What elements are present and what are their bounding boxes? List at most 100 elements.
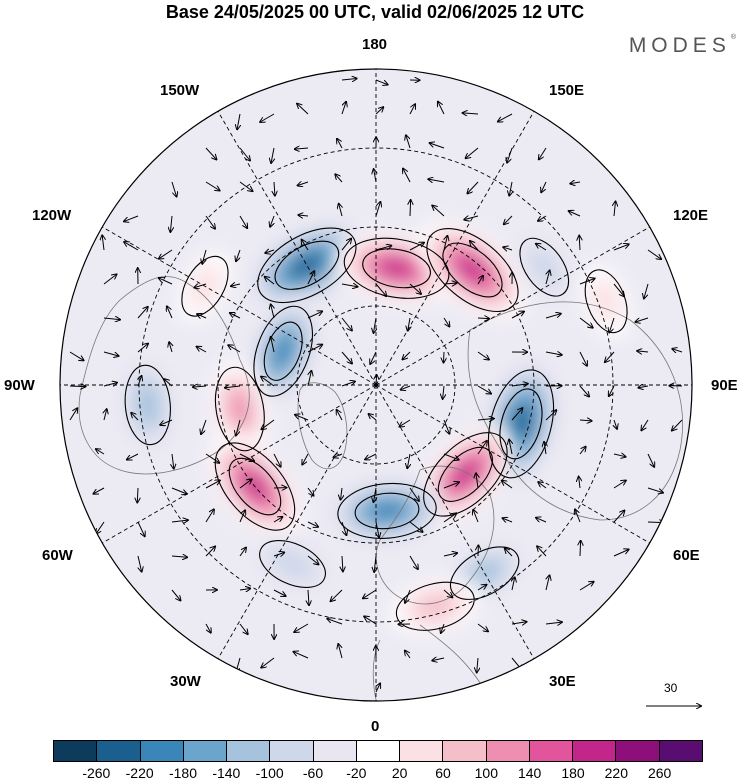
wind-arrow [202, 249, 207, 264]
wind-arrow [137, 344, 148, 353]
wind-arrow [375, 107, 383, 115]
colorbar-swatch [97, 741, 141, 761]
wind-arrow [103, 318, 120, 320]
lon-label-60w: 60W [42, 547, 73, 564]
wind-arrow [443, 385, 444, 399]
wind-arrow [635, 317, 649, 322]
wind-arrow [124, 215, 139, 221]
wind-arrow [239, 215, 247, 228]
wind-arrow [477, 441, 487, 455]
wind-arrow [477, 351, 489, 360]
wind-arrow [443, 419, 449, 434]
wind-arrow [307, 345, 322, 353]
wind-arrow [96, 449, 105, 455]
wind-arrow [443, 553, 457, 556]
wind-arrow [298, 215, 309, 216]
wind-arrow [498, 113, 513, 122]
wind-arrow [376, 521, 379, 537]
wind-arrow [614, 202, 616, 217]
wind-arrow [403, 169, 411, 183]
wind-arrow [409, 487, 419, 501]
wind-arrow [477, 623, 488, 631]
wind-arrow [334, 454, 343, 457]
wind-arrow [443, 453, 459, 460]
logo-text: MODES [628, 34, 731, 57]
contour-line [253, 305, 313, 397]
lon-label-30e: 30E [549, 673, 576, 690]
wind-arrow [137, 307, 148, 319]
wind-arrow [364, 616, 377, 625]
wind-arrow [546, 575, 550, 591]
wind-arrow [536, 244, 547, 251]
wind-arrow [265, 250, 275, 253]
wind-arrow [236, 249, 240, 261]
wind-arrow [271, 337, 274, 353]
wind-arrow [541, 181, 547, 192]
wind-arrow [298, 182, 309, 186]
wind-arrow [342, 555, 343, 571]
wind-arrow [672, 419, 683, 431]
wind-arrow [409, 104, 415, 115]
colorbar-tick-label: -140 [212, 765, 241, 781]
wind-arrow [579, 420, 592, 421]
wind-arrow [570, 182, 581, 184]
wind-arrow [444, 236, 447, 251]
wind-arrow [137, 521, 145, 536]
lon-label-30w: 30W [170, 673, 201, 690]
wind-arrow [409, 555, 418, 569]
anomaly-blob [515, 233, 573, 302]
wind-arrow [605, 351, 615, 362]
wind-arrow [307, 311, 322, 319]
wind-arrow [294, 623, 309, 632]
contour-group [337, 482, 437, 539]
wind-arrow [463, 113, 479, 114]
wind-arrow [167, 306, 173, 319]
colorbar-ticks: -260 -220 -180 -140 -100 -60 -20 20 60 100 140 180 2… [0, 765, 750, 783]
wind-arrow [503, 247, 513, 250]
colorbar-swatch [356, 741, 401, 761]
wind-arrow [273, 517, 282, 523]
wind-arrow [409, 243, 424, 251]
wind-arrow [273, 453, 281, 467]
wind-arrow [327, 619, 343, 625]
wind-arrow [341, 487, 343, 500]
modes-logo: MODES® [629, 34, 736, 58]
wind-arrow [647, 522, 664, 523]
wind-arrow [230, 313, 241, 319]
colorbar-tick-label: 220 [604, 765, 629, 781]
anomaly-blob [249, 221, 365, 310]
wind-arrow [546, 271, 550, 285]
anomaly-level [590, 278, 622, 324]
wind-arrow [94, 487, 105, 494]
meridian-line [217, 111, 377, 386]
wind-arrow [271, 147, 274, 163]
wind-arrow [273, 589, 286, 596]
wind-arrow [512, 577, 515, 591]
wind-arrow [403, 351, 411, 359]
wind-arrow [609, 317, 615, 333]
colorbar-swatch [573, 741, 617, 761]
colorbar-swatch [443, 741, 487, 761]
wind-arrow [228, 345, 241, 353]
lon-label-180: 180 [362, 36, 388, 53]
contour-line [214, 366, 265, 452]
wind-arrow [260, 113, 275, 122]
wind-arrow [375, 283, 386, 296]
wind-arrow [124, 242, 139, 251]
wind-arrow [579, 236, 580, 251]
wind-arrow [647, 487, 663, 493]
contour-group [519, 237, 570, 297]
colorbar-tick-label: 60 [435, 765, 451, 781]
wind-arrow [205, 147, 216, 159]
colorbar-tick-label: -100 [255, 765, 284, 781]
wind-arrow [271, 305, 274, 319]
meridian-line [375, 111, 535, 386]
wind-arrow [197, 347, 207, 353]
colorbar-tick-label: -260 [82, 765, 111, 781]
wind-arrow [96, 521, 105, 534]
wind-arrow [137, 555, 142, 572]
wind-arrow [374, 555, 376, 572]
lon-label-90w: 90W [4, 377, 35, 394]
wind-arrow [407, 453, 410, 468]
wind-arrow [335, 174, 343, 183]
